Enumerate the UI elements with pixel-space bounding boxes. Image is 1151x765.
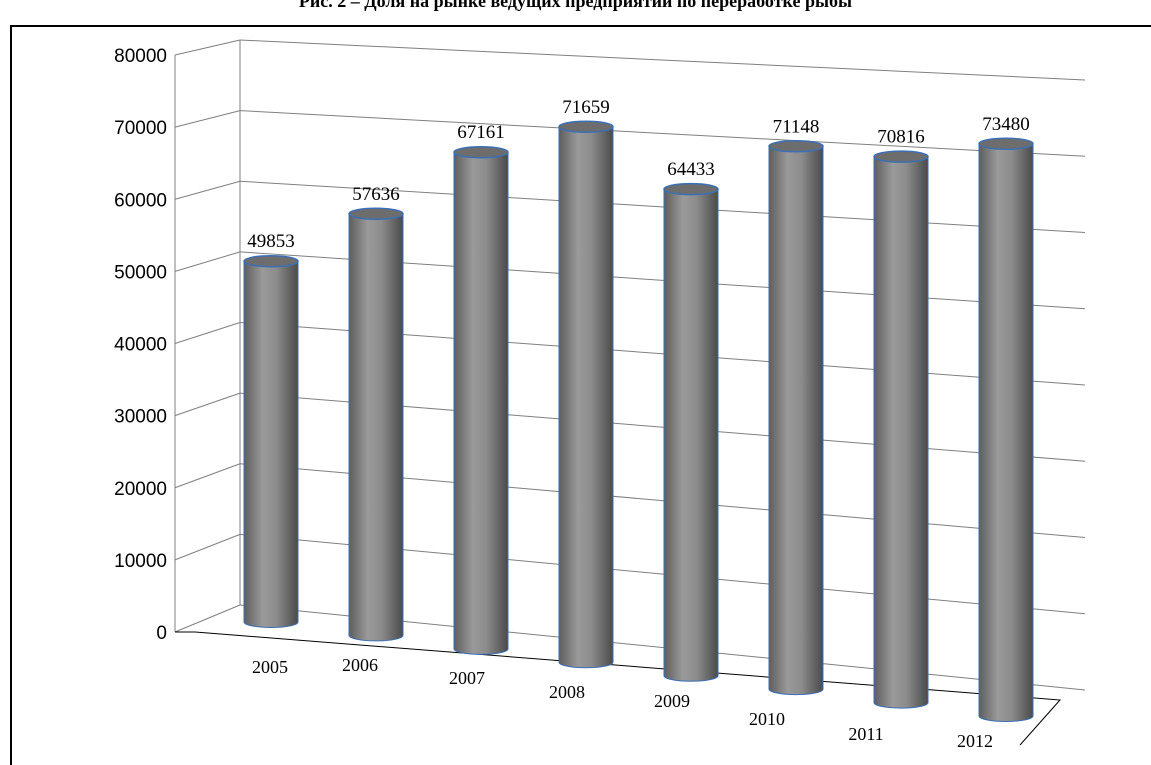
bar-top bbox=[558, 120, 614, 134]
data-label: 57636 bbox=[352, 184, 400, 205]
bar-body bbox=[243, 260, 299, 628]
bar-2010 bbox=[768, 140, 824, 696]
gridline-side bbox=[174, 180, 241, 200]
data-label: 49853 bbox=[247, 231, 295, 252]
bar-2011 bbox=[873, 150, 929, 709]
bar-top bbox=[453, 145, 509, 159]
y-tick-label: 70000 bbox=[114, 118, 167, 139]
data-label: 70816 bbox=[877, 127, 925, 148]
x-tick-label: 2005 bbox=[252, 657, 288, 677]
bar-top bbox=[768, 140, 824, 153]
x-tick-label: 2008 bbox=[549, 682, 585, 702]
data-label: 71148 bbox=[773, 116, 820, 137]
bar-2009 bbox=[663, 182, 719, 682]
x-axis-ticks: 2005 2006 2007 2008 2009 2010 2011 2012 bbox=[252, 655, 993, 751]
gridline-side bbox=[174, 604, 241, 633]
data-label: 64433 bbox=[667, 159, 715, 180]
chart-title: Рис. 2 – Доля на рынке ведущих предприят… bbox=[298, 0, 853, 11]
chart-frame bbox=[10, 25, 1151, 765]
data-label: 67161 bbox=[457, 122, 505, 143]
bar-body bbox=[558, 126, 614, 669]
gridline bbox=[239, 39, 1086, 81]
x-tick-label: 2009 bbox=[654, 691, 690, 711]
data-label: 71659 bbox=[562, 97, 610, 118]
x-tick-label: 2006 bbox=[342, 655, 378, 675]
bar-body bbox=[348, 213, 404, 642]
bar-top bbox=[348, 207, 404, 221]
bar-body bbox=[453, 151, 509, 655]
x-tick-label: 2007 bbox=[449, 668, 485, 688]
x-tick-label: 2010 bbox=[749, 709, 785, 729]
bar-top bbox=[663, 182, 719, 196]
data-labels: 49853 57636 67161 71659 64433 71148 70816 73480 bbox=[247, 97, 1030, 252]
x-tick-label: 2011 bbox=[848, 724, 883, 744]
gridline-side bbox=[174, 533, 241, 561]
y-tick-label: 50000 bbox=[114, 262, 167, 283]
gridlines bbox=[174, 39, 1086, 746]
bar-top bbox=[243, 254, 299, 268]
y-tick-label: 30000 bbox=[114, 407, 167, 428]
bars bbox=[243, 120, 1034, 722]
y-tick-label: 80000 bbox=[114, 46, 167, 67]
y-tick-label: 40000 bbox=[114, 335, 167, 356]
bar-top bbox=[978, 137, 1034, 151]
gridline-side bbox=[174, 392, 241, 417]
bar-body bbox=[978, 143, 1034, 722]
gridline-side bbox=[174, 110, 241, 128]
gridline bbox=[239, 110, 1086, 157]
data-label: 73480 bbox=[982, 114, 1030, 135]
y-tick-label: 60000 bbox=[114, 190, 167, 211]
y-tick-label: 0 bbox=[156, 623, 167, 644]
bar-2012 bbox=[978, 137, 1034, 722]
floor-edge bbox=[175, 631, 1062, 746]
gridline-side bbox=[174, 463, 241, 489]
gridline-side bbox=[174, 322, 241, 344]
x-tick-label: 2012 bbox=[957, 731, 993, 751]
gridline-side bbox=[174, 251, 241, 272]
bar-2007 bbox=[453, 145, 509, 655]
gridline-side bbox=[174, 39, 241, 56]
bar-body bbox=[663, 188, 719, 682]
y-tick-label: 10000 bbox=[114, 551, 167, 572]
y-axis-ticks: 0 10000 20000 30000 40000 50000 60000 70000 8000… bbox=[114, 46, 167, 644]
bar-body bbox=[768, 145, 824, 696]
bar-2008 bbox=[558, 120, 614, 669]
bar-2005 bbox=[243, 254, 299, 628]
gridline bbox=[239, 180, 1086, 233]
bar-body bbox=[873, 156, 929, 709]
bar-top bbox=[873, 150, 929, 163]
y-tick-label: 20000 bbox=[114, 479, 167, 500]
bar-2006 bbox=[348, 207, 404, 642]
